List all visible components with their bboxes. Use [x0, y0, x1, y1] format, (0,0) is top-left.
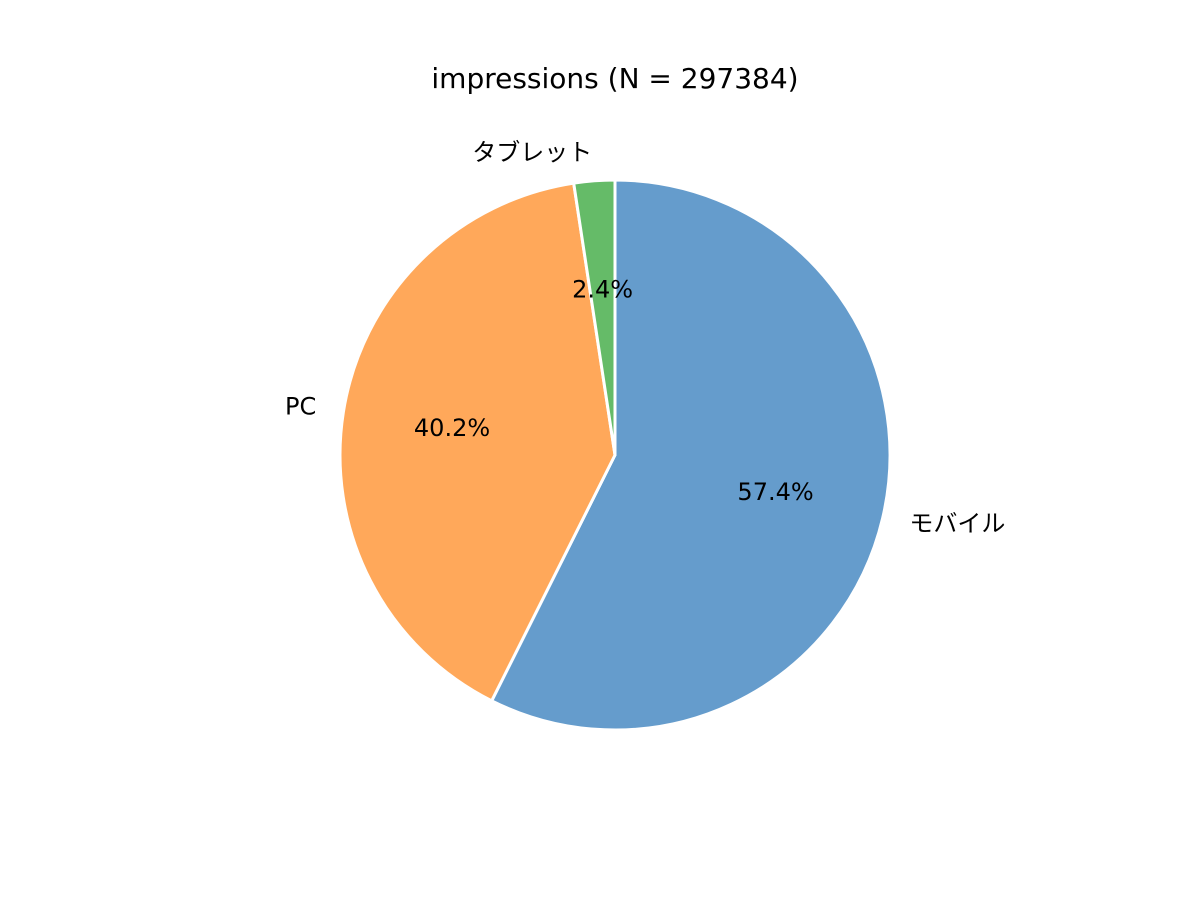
- pie-percent-label-2: 2.4%: [572, 275, 633, 303]
- chart-title: impressions (N = 297384): [431, 62, 799, 95]
- pie-category-label-0: モバイル: [909, 510, 1005, 538]
- pie-slice-0: [490, 178, 892, 732]
- pie-slice-2: [572, 178, 617, 457]
- pie-percent-label-0: 57.4%: [737, 478, 813, 506]
- pie-category-label-1: PC: [285, 393, 316, 421]
- pie-slice-1: [338, 181, 617, 703]
- pie-percent-label-1: 40.2%: [414, 414, 490, 442]
- pie-category-label-2: タブレット: [472, 138, 592, 166]
